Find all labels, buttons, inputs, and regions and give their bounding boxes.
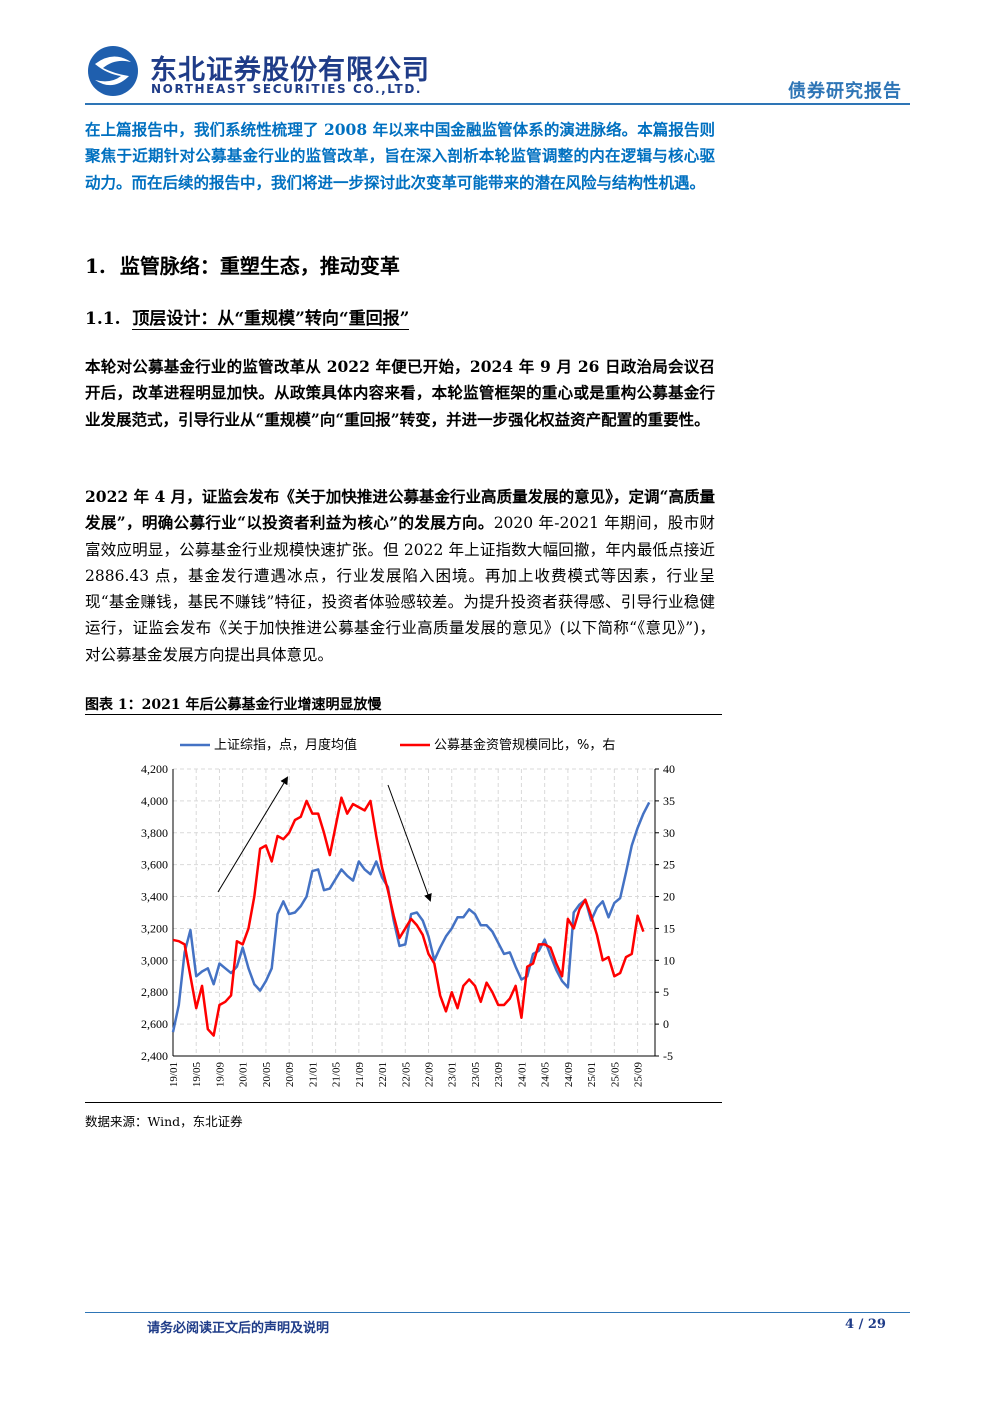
series-line [171,801,651,1033]
annotation-arrow [217,776,289,893]
report-type: 债券研究报告 [788,81,902,102]
intro: 在上篇报告中，我们系统性梳理了 2008 年以来中国金融监管体系的演进脉络。本篇… [85,120,715,192]
y-tick-label: 4,200 [141,762,168,776]
figure-source: 数据来源：Wind，东北证券 [85,1114,243,1129]
y-tick-label: 3,000 [141,953,168,967]
header-rule [85,103,910,105]
x-tick-label: 20/01 [238,1062,250,1087]
y-tick-label: 3,600 [141,858,168,872]
subsection-heading: 1.1. 顶层设计：从“重规模”转向“重回报” [85,304,410,330]
x-tick-label: 25/09 [633,1062,645,1088]
x-tick-label: 23/09 [493,1062,505,1088]
page-number: 4 / 29 [845,1317,886,1332]
x-tick-label: 21/05 [331,1062,343,1088]
figure-rule [85,1102,722,1103]
legend-label: 公募基金资管规模同比，%，右 [434,737,615,753]
x-tick-label: 19/09 [214,1062,226,1088]
caption-rule [85,714,722,715]
annotation-arrow [387,784,432,902]
y2-tick-label: 5 [663,985,669,999]
y-tick-label: 2,800 [141,985,168,999]
paragraph: 本轮对公募基金行业的监管改革从 2022 年便已开始，2024 年 9 月 26… [85,357,715,429]
subsection-title: 顶层设计：从“重规模”转向“重回报” [132,309,410,330]
x-tick-label: 25/05 [609,1062,621,1088]
y2-tick-label: 40 [663,762,675,776]
x-tick-label: 20/09 [284,1062,296,1088]
x-tick-label: 21/01 [307,1062,319,1087]
x-tick-label: 22/05 [400,1062,412,1088]
footer-disclaimer: 请务必阅读正文后的声明及说明 [147,1321,330,1336]
x-tick-label: 22/09 [424,1062,436,1088]
y2-tick-label: -5 [663,1049,673,1063]
x-tick-label: 21/09 [354,1062,366,1088]
x-tick-label: 20/05 [261,1062,273,1088]
footer-rule [85,1312,910,1313]
y-tick-label: 2,400 [141,1049,168,1063]
y2-tick-label: 10 [663,953,675,967]
y2-tick-label: 20 [663,890,675,904]
section-heading: 1. 监管脉络：重塑生态，推动变革 [85,250,400,279]
x-tick-label: 24/01 [516,1062,528,1087]
x-tick-label: 23/01 [447,1062,459,1087]
series-line [172,796,645,1037]
y2-tick-label: 35 [663,794,675,808]
figure-caption: 图表 1：2021 年后公募基金行业增速明显放慢 [85,697,382,713]
x-tick-label: 19/01 [168,1062,180,1087]
subsection-number: 1.1. [85,309,121,329]
x-tick-label: 24/09 [563,1062,575,1088]
logo [88,46,138,96]
paragraph-bold: 2022 年 4 月，证监会发布《关于加快推进公募基金行业高质量发展的意见》，定… [85,487,715,533]
y2-tick-label: 25 [663,858,675,872]
paragraph: 2022 年 4 月，证监会发布《关于加快推进公募基金行业高质量发展的意见》，定… [85,484,715,668]
y2-tick-label: 30 [663,826,675,840]
y-tick-label: 3,800 [141,826,168,840]
x-tick-label: 24/05 [540,1062,552,1088]
y2-tick-label: 15 [663,921,675,935]
chart: 2,400 2,600 2,800 3,000 3,200 3,400 3,600 3,800… [141,737,675,1088]
company-name-en: NORTHEAST SECURITIES CO.,LTD. [151,82,423,96]
x-tick-label: 22/01 [377,1062,389,1087]
y-tick-label: 4,000 [141,794,168,808]
y-tick-label: 3,200 [141,921,168,935]
company-name: 东北证券股份有限公司 [150,55,430,86]
y2-tick-label: 0 [663,1017,669,1031]
x-tick-label: 19/05 [191,1062,203,1088]
y-tick-label: 2,600 [141,1017,168,1031]
x-tick-label: 25/01 [586,1062,598,1087]
section-title: 监管脉络：重塑生态，推动变革 [119,254,400,278]
section-number: 1. [85,254,106,278]
legend-label: 上证综指，点，月度均值 [214,737,357,753]
y-tick-label: 3,400 [141,890,168,904]
x-tick-label: 23/05 [470,1062,482,1088]
paragraph-text: 2020 年-2021 年期间，股市财富效应明显，公募基金行业规模快速扩张。但 … [85,514,715,664]
